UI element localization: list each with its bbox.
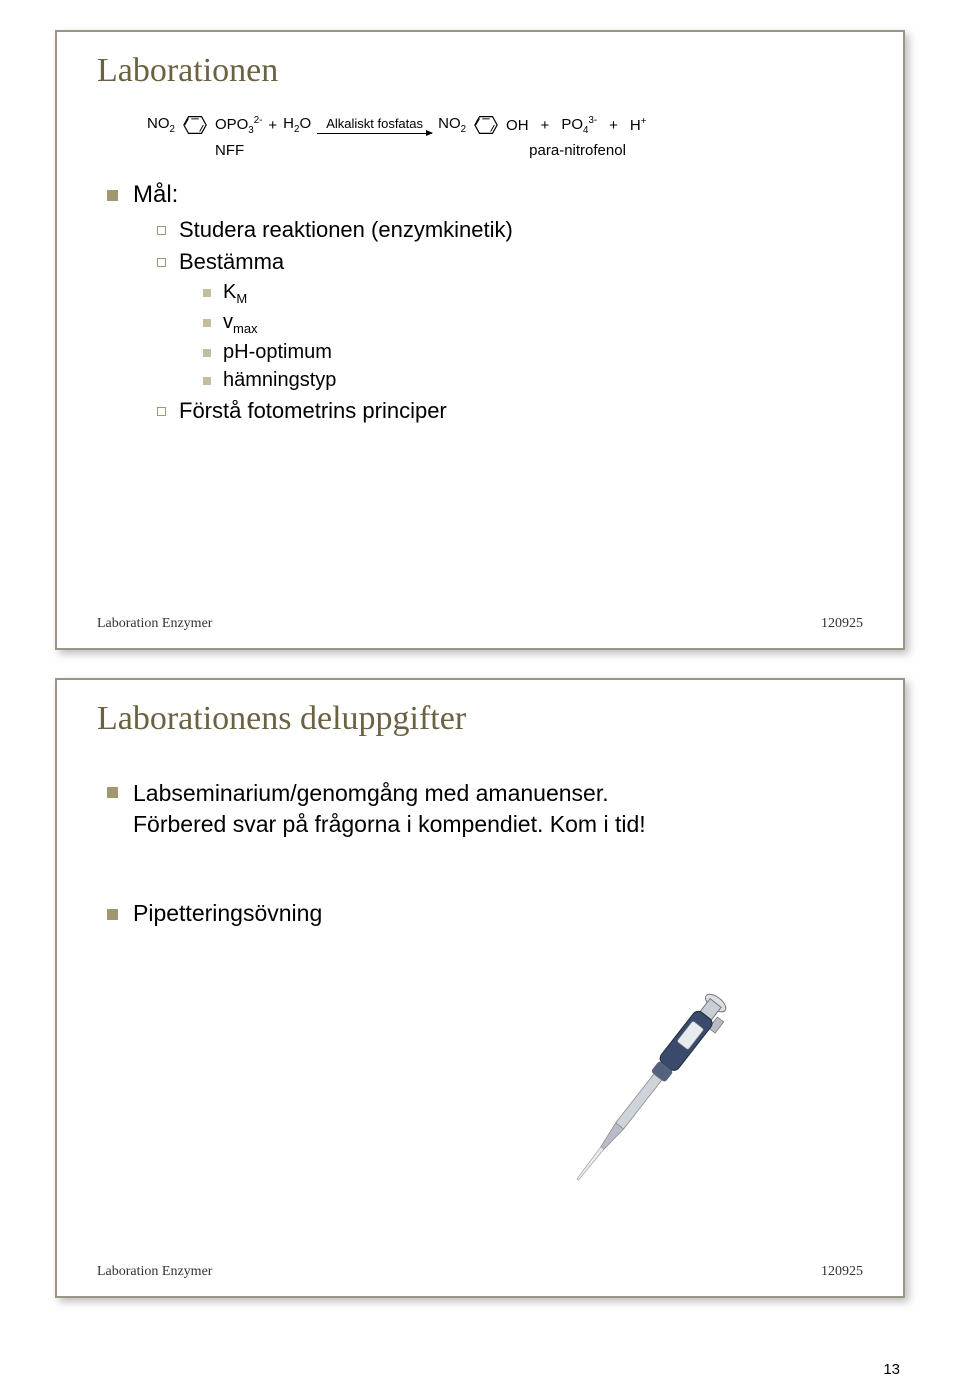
tasks-list: Labseminarium/genomgång med amanuenser. … [107, 778, 863, 927]
footer-right: 120925 [821, 1264, 863, 1280]
task-pipette-text: Pipetteringsövning [133, 900, 322, 926]
plus-sign: + [541, 117, 550, 134]
po4-group: PO43- [561, 115, 597, 136]
goal-heading-text: Mål: [133, 181, 178, 208]
vmax-item: vmax [203, 311, 863, 336]
goal-heading: Mål: Studera reaktionen (enzymkinetik) B… [107, 181, 863, 424]
opo3-group: OPO32- [215, 115, 262, 136]
determine-list: KM vmax pH-optimum hämningstyp [203, 281, 863, 392]
slide-1: Laborationen NO2 OPO32- + H2O Alkaliskt … [55, 30, 905, 650]
plus-sign: + [268, 117, 277, 134]
goal-determine: Bestämma KM vmax pH-optimum hämningstyp [157, 249, 863, 392]
task-seminar: Labseminarium/genomgång med amanuenser. … [107, 778, 653, 840]
task-pipette: Pipetteringsövning [107, 900, 863, 927]
task-seminar-text: Labseminarium/genomgång med amanuenser. … [133, 780, 646, 837]
goal-study: Studera reaktionen (enzymkinetik) [157, 217, 863, 243]
pipette-icon [533, 966, 753, 1226]
ph-item: pH-optimum [203, 341, 863, 364]
goal-sublist: Studera reaktionen (enzymkinetik) Bestäm… [157, 217, 863, 424]
slide-title: Laborationen [97, 52, 863, 90]
reaction-arrow: Alkaliskt fosfatas [317, 116, 432, 134]
h-plus: H+ [630, 116, 647, 134]
product-no2: NO2 [438, 115, 466, 135]
slide-footer: Laboration Enzymer 120925 [97, 616, 863, 632]
arrow-label: Alkaliskt fosfatas [326, 116, 423, 131]
footer-left: Laboration Enzymer [97, 1264, 212, 1280]
page: Laborationen NO2 OPO32- + H2O Alkaliskt … [0, 0, 960, 1400]
goal-list: Mål: Studera reaktionen (enzymkinetik) B… [107, 181, 863, 424]
oh-group: OH [506, 117, 529, 134]
reaction-scheme: NO2 OPO32- + H2O Alkaliskt fosfatas NO2 [147, 112, 863, 138]
reaction-labels: NFF para-nitrofenol [147, 142, 863, 159]
benzene-ring-icon [181, 112, 209, 138]
label-para-nitrofenol: para-nitrofenol [529, 142, 626, 159]
slide-2: Laborationens deluppgifter Labseminarium… [55, 678, 905, 1298]
h2o: H2O [283, 115, 311, 135]
plus-sign: + [609, 117, 618, 134]
inhib-item: hämningstyp [203, 369, 863, 392]
goal-determine-text: Bestämma [179, 249, 284, 274]
benzene-ring-icon [472, 112, 500, 138]
footer-left: Laboration Enzymer [97, 616, 212, 632]
arrow-line-icon [317, 133, 432, 134]
goal-photometry: Förstå fotometrins principer [157, 398, 863, 424]
label-nff: NFF [215, 142, 244, 159]
reagent-no2: NO2 [147, 115, 175, 135]
slide-title: Laborationens deluppgifter [97, 700, 863, 738]
pipette-illustration [533, 966, 753, 1226]
km-item: KM [203, 281, 863, 306]
footer-right: 120925 [821, 616, 863, 632]
slide-footer: Laboration Enzymer 120925 [97, 1264, 863, 1280]
page-number: 13 [883, 1361, 900, 1378]
